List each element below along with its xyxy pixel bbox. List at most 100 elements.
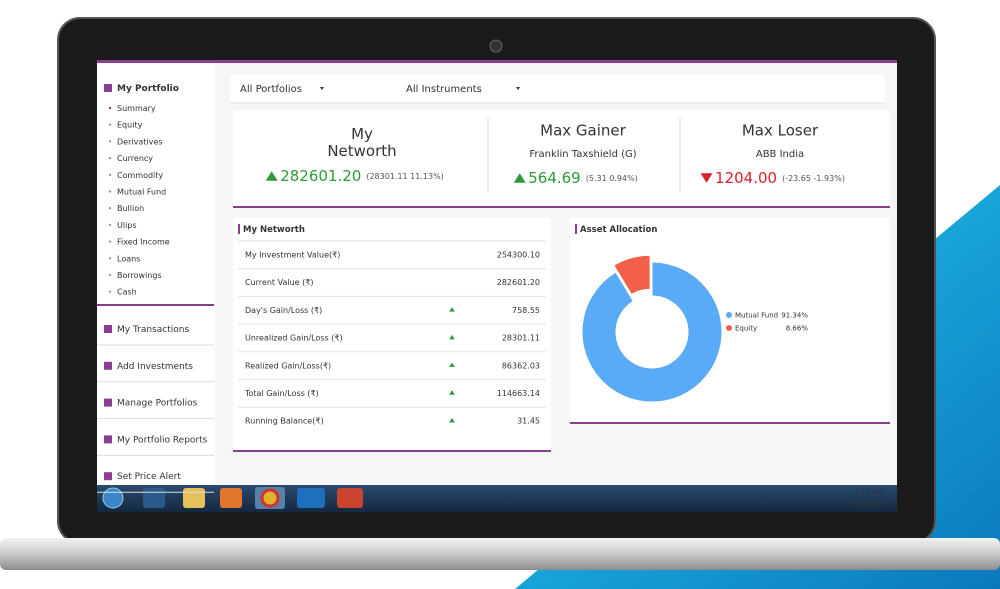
taskbar <box>97 485 897 512</box>
sidebar-item[interactable]: Ulips <box>117 221 137 230</box>
divider <box>97 304 214 306</box>
card-value: 564.69 <box>528 169 581 187</box>
bullet <box>108 240 112 243</box>
menu-icon <box>104 398 112 407</box>
up-arrow <box>449 307 455 312</box>
bullet <box>108 290 112 293</box>
dropdown-caret <box>320 87 324 90</box>
card-change: (-23.65 -1.93%) <box>782 174 845 183</box>
card-value-row: 1204.00 (-23.65 -1.93%) <box>715 169 845 187</box>
bullet <box>108 156 112 160</box>
bullet <box>108 173 112 176</box>
legend-swatch <box>726 325 732 331</box>
card-title: My Networth <box>327 125 396 160</box>
menu-icon <box>104 361 112 370</box>
card-title: Max Loser <box>742 122 819 140</box>
sidebar-item[interactable]: Bullion <box>117 204 144 213</box>
legend-label: Equity <box>735 325 757 333</box>
sidebar-item[interactable]: Cash <box>117 288 137 297</box>
app-icon[interactable] <box>220 488 242 508</box>
legend-value: 91.34% <box>781 312 808 320</box>
row-label: Unrealized Gain/Loss (₹) <box>245 334 343 343</box>
card-value-row: 282601.20 (28301.11 11.13%) <box>280 167 444 185</box>
sidebar-item[interactable]: Summary <box>117 104 156 113</box>
card-subtitle: ABB India <box>756 149 804 160</box>
filter-bar <box>230 75 885 103</box>
row-value: 114663.14 <box>497 389 540 398</box>
app-icon[interactable] <box>260 488 280 508</box>
app-icon[interactable] <box>143 488 165 508</box>
bullet <box>108 207 112 210</box>
menu-item[interactable]: My Transactions <box>117 325 189 335</box>
row-label: Current Value (₹) <box>245 278 313 287</box>
up-arrow <box>513 173 526 183</box>
filter-dropdown[interactable]: All Instruments <box>406 84 482 95</box>
sidebar-item[interactable]: Derivatives <box>117 137 162 146</box>
bullet <box>108 140 112 143</box>
sidebar-item[interactable]: Mutual Fund <box>117 188 166 197</box>
sidebar-item[interactable]: Currency <box>117 154 153 163</box>
row-label: Day's Gain/Loss (₹) <box>245 306 322 315</box>
menu-icon <box>104 435 112 444</box>
sidebar-item[interactable]: Fixed Income <box>117 238 170 247</box>
card-title: Max Gainer <box>540 122 626 140</box>
menu-item[interactable]: Manage Portfolios <box>117 399 198 409</box>
legend-value: 8.66% <box>786 325 809 333</box>
row-label: Total Gain/Loss (₹) <box>244 389 319 398</box>
bullet <box>108 123 112 126</box>
bullet <box>108 106 112 110</box>
row-value: 86362.03 <box>502 361 540 370</box>
app-icon[interactable] <box>297 488 325 508</box>
row-label: Running Balance(₹) <box>245 417 324 426</box>
app-icon[interactable] <box>183 488 205 508</box>
bullet <box>108 257 112 260</box>
bullet <box>108 273 112 277</box>
section-title[interactable]: My Portfolio <box>117 84 179 94</box>
divider <box>570 422 890 424</box>
row-value: 282601.20 <box>497 278 540 287</box>
cards <box>233 110 890 206</box>
up-arrow <box>449 362 455 368</box>
card-change: (28301.11 11.13%) <box>366 172 443 181</box>
card-subtitle: Franklin Taxshield (G) <box>529 149 636 160</box>
start-button[interactable] <box>102 487 124 509</box>
menu-item[interactable]: Set Price Alert <box>117 472 181 482</box>
menu-item[interactable]: My Portfolio Reports <box>117 435 208 445</box>
sidebar-item[interactable]: Equity <box>117 121 143 130</box>
sidebar-item[interactable]: Loans <box>117 254 140 263</box>
sidebar-item[interactable]: Borrowings <box>117 271 162 280</box>
sidebar-item[interactable]: Commodity <box>117 171 163 180</box>
title-marker <box>575 224 577 234</box>
laptop-base <box>0 538 1000 570</box>
row-value: 31.45 <box>517 417 540 426</box>
up-arrow <box>265 171 278 181</box>
menu-item[interactable]: Add Investments <box>117 362 193 372</box>
sidebar <box>97 63 215 485</box>
up-arrow <box>449 390 455 395</box>
donut-segment <box>581 261 723 403</box>
menu-icon <box>104 472 112 481</box>
divider <box>233 450 551 452</box>
menu-icon <box>104 325 112 333</box>
card-change: (5.31 0.94%) <box>586 174 638 183</box>
top-bar <box>97 60 897 63</box>
card-value: 1204.00 <box>715 169 777 187</box>
legend-label: Mutual Fund <box>735 312 778 320</box>
section-icon <box>104 84 112 92</box>
up-arrow <box>449 334 455 340</box>
filter-dropdown[interactable]: All Portfolios <box>240 84 302 95</box>
bullet <box>108 223 112 227</box>
card-value: 282601.20 <box>280 167 361 185</box>
app-icon[interactable] <box>337 488 363 508</box>
row-label: Realized Gain/Loss(₹) <box>245 361 331 370</box>
camera <box>489 39 503 53</box>
bullet <box>108 190 112 193</box>
row-label: My Investment Value(₹) <box>245 251 340 260</box>
down-arrow <box>700 173 713 183</box>
clock-time: 2:17 PM <box>854 488 882 496</box>
card-value-row: 564.69 (5.31 0.94%) <box>528 169 638 187</box>
networth-panel <box>233 218 551 450</box>
divider <box>233 206 890 208</box>
